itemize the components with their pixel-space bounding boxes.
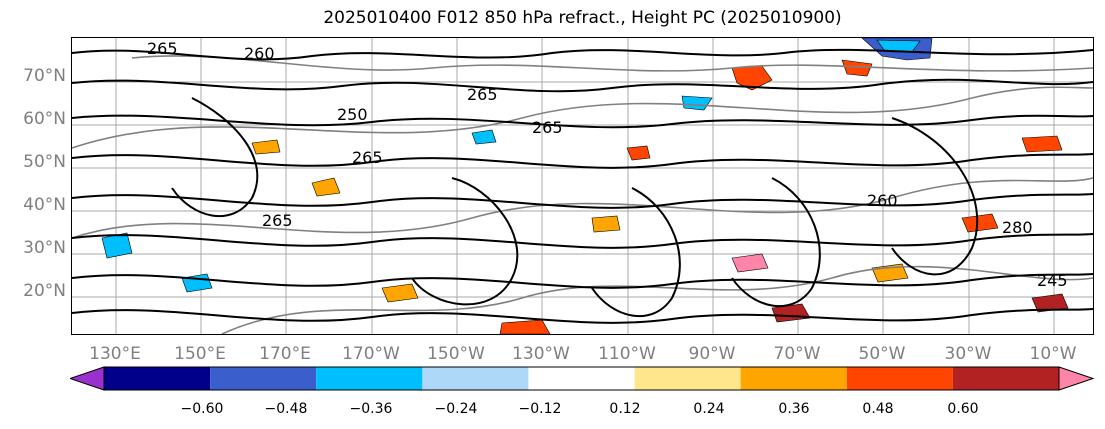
- contour-label: 280: [1002, 218, 1033, 237]
- lon-label-110w: 110°W: [598, 344, 656, 364]
- colorbar-label: −0.60: [180, 401, 224, 417]
- colorbar-cell: [740, 367, 847, 390]
- colorbar-label: 0.48: [862, 401, 894, 417]
- map-title: 2025010400 F012 850 hPa refract., Height…: [323, 8, 842, 28]
- lon-label-150w: 150°W: [427, 344, 485, 364]
- colorbar-cell: [210, 367, 317, 390]
- colorbar-outline: [103, 366, 1060, 391]
- lon-label-50w: 50°W: [858, 344, 906, 364]
- lat-label-20n: 20°N: [23, 281, 66, 301]
- lat-label-40n: 40°N: [23, 195, 66, 215]
- colorbar-cell: [104, 367, 211, 390]
- colorbar-cells: [70, 366, 1095, 391]
- colorbar-label: 0.60: [947, 401, 979, 417]
- contour-label: 265: [352, 148, 383, 167]
- lon-label-170e: 170°E: [259, 344, 311, 364]
- contour-label: 265: [262, 211, 293, 230]
- colorbar-cell: [846, 367, 953, 390]
- colorbar-label: 0.36: [778, 401, 810, 417]
- lon-label-90w: 90°W: [688, 344, 736, 364]
- lon-label-30w: 30°W: [944, 344, 992, 364]
- contour-label: 265: [467, 85, 498, 104]
- refractivity-fill: [101, 38, 1069, 334]
- map-panel: 265 260 265 250 265 265 265 260 245 280: [71, 37, 1094, 335]
- refractivity-contours: [72, 48, 1093, 324]
- contour-label: 265: [532, 118, 563, 137]
- colorbar-cell: [528, 367, 635, 390]
- lon-label-10w: 10°W: [1029, 344, 1077, 364]
- colorbar-label: −0.48: [264, 401, 308, 417]
- lon-label-70w: 70°W: [773, 344, 821, 364]
- colorbar-label: −0.24: [434, 401, 478, 417]
- lat-label-60n: 60°N: [23, 109, 66, 129]
- colorbar-label: 0.24: [693, 401, 725, 417]
- contour-label: 260: [867, 191, 898, 210]
- colorbar-extend-high: [1058, 366, 1095, 391]
- lon-label-150e: 150°E: [174, 344, 226, 364]
- graticule: [72, 38, 1093, 334]
- contour-label: 250: [337, 105, 368, 124]
- contour-labels: 265 260 265 250 265 265 265 260 245 280: [147, 39, 1068, 290]
- height-contours: [72, 55, 1093, 334]
- colorbar: [70, 366, 1095, 391]
- map-plot: 265 260 265 250 265 265 265 260 245 280: [72, 38, 1093, 334]
- colorbar-cell: [952, 367, 1059, 390]
- colorbar-extend-low: [70, 366, 105, 391]
- colorbar-cell: [634, 367, 741, 390]
- lat-label-30n: 30°N: [23, 238, 66, 258]
- contour-label: 265: [147, 39, 178, 58]
- colorbar-cell: [422, 367, 529, 390]
- lon-label-170w: 170°W: [342, 344, 400, 364]
- colorbar-label: −0.36: [349, 401, 393, 417]
- contour-label: 245: [1037, 271, 1068, 290]
- lon-label-130e: 130°E: [89, 344, 141, 364]
- colorbar-label: 0.12: [609, 401, 641, 417]
- lon-label-130w: 130°W: [512, 344, 570, 364]
- contour-label: 260: [244, 44, 275, 63]
- lat-label-50n: 50°N: [23, 152, 66, 172]
- lat-label-70n: 70°N: [23, 66, 66, 86]
- colorbar-cell: [316, 367, 423, 390]
- colorbar-label: −0.12: [518, 401, 562, 417]
